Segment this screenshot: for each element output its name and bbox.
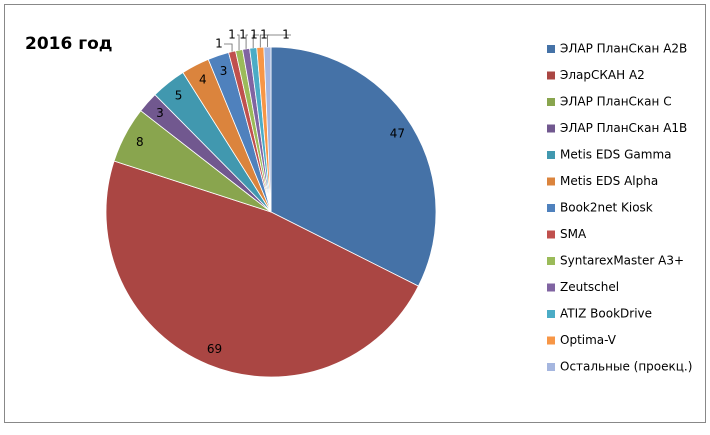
legend-swatch [547, 45, 555, 53]
legend-label: Metis EDS Alpha [560, 174, 658, 188]
chart-title: 2016 год [25, 34, 113, 54]
data-label: 1 [260, 28, 268, 42]
legend-label: SMA [560, 227, 587, 241]
data-label: 3 [156, 106, 164, 120]
legend-swatch [547, 151, 555, 159]
legend-label: ЭларСКАН А2 [560, 68, 645, 82]
legend-label: SyntarexMaster A3+ [560, 254, 684, 268]
data-label: 47 [390, 127, 405, 141]
leader-line [267, 34, 291, 48]
legend-swatch [547, 177, 555, 186]
legend-label: Optima-V [560, 333, 617, 347]
legend-swatch [547, 257, 555, 265]
legend-swatch [547, 98, 555, 106]
data-label: 69 [207, 342, 222, 356]
legend-swatch [547, 204, 555, 212]
legend-label: ЭЛАР ПланСкан А1В [560, 121, 687, 135]
legend-swatch [547, 124, 555, 133]
legend-swatch [547, 310, 555, 318]
data-label: 1 [282, 28, 290, 42]
pie-slice [105, 160, 419, 378]
pie-slice [263, 46, 272, 213]
data-label: 1 [228, 28, 236, 42]
legend-label: ЭЛАР ПланСкан А2В [560, 42, 687, 56]
legend-swatch [547, 71, 555, 80]
leader-line [224, 43, 233, 52]
legend-swatch [547, 363, 555, 371]
legend-label: Book2net Kiosk [560, 201, 653, 215]
data-label: 1 [239, 28, 247, 42]
legend-swatch [547, 230, 555, 239]
data-label: 1 [215, 37, 223, 51]
legend-label: Zeutschel [560, 280, 619, 294]
legend-label: Metis EDS Gamma [560, 148, 671, 162]
leader-line [259, 34, 269, 48]
data-label: 5 [175, 88, 183, 102]
data-label: 4 [199, 73, 207, 87]
legend-swatch [547, 336, 555, 345]
data-label: 8 [136, 135, 144, 149]
leader-line [245, 34, 248, 49]
leader-line [237, 34, 240, 51]
legend-label: ЭЛАР ПланСкан С [560, 95, 672, 109]
data-label: 1 [250, 28, 258, 42]
legend-swatch [547, 283, 555, 292]
legend-label: ATIZ BookDrive [560, 307, 652, 321]
legend-label: Остальные (проекц.) [560, 360, 692, 374]
leader-line [252, 34, 259, 48]
pie-slice [270, 46, 437, 287]
data-label: 3 [220, 64, 228, 78]
